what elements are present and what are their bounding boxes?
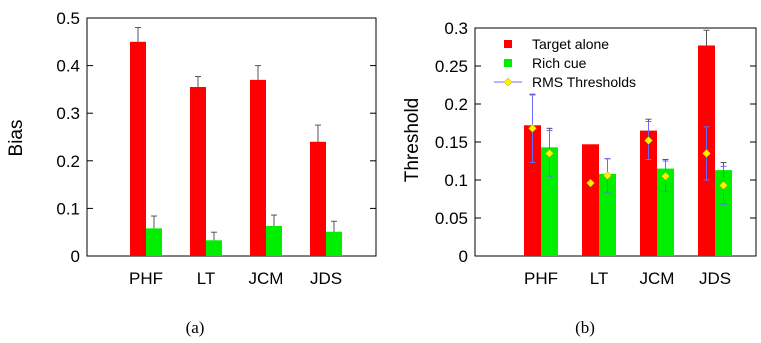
legend-swatch-0	[504, 40, 512, 48]
legend-swatch-1	[504, 59, 512, 67]
x-tick-label: JCM	[249, 269, 284, 288]
legend-label-rms: RMS Thresholds	[532, 74, 636, 90]
bar-series0-jcm	[250, 79, 266, 256]
x-tick-label: PHF	[524, 269, 558, 288]
legend-label-0: Target alone	[532, 36, 609, 52]
panel-b-threshold-chart: 0 0.05 0.1 0.15 0.2 0.25 0.3 Threshold PHF LT JCM J…	[402, 19, 757, 288]
bar-series0-jcm	[640, 130, 657, 256]
y-tick-label: 0	[459, 247, 468, 266]
bar-series0-lt	[190, 87, 206, 257]
bar-series1-phf	[146, 228, 162, 256]
bar-series1-lt	[206, 240, 222, 256]
bar-series0-jds	[310, 141, 326, 256]
rms-marker-lt	[586, 178, 595, 188]
legend-swatch-rms	[503, 77, 513, 87]
panel-a-caption: (a)	[186, 318, 205, 337]
y-tick-label: 0.3	[56, 104, 80, 123]
y-tick-label: 0.3	[444, 19, 468, 38]
bar-series1-phf	[541, 147, 558, 256]
bar-series1-jcm	[657, 168, 674, 256]
bar-series1-jds	[715, 170, 732, 256]
x-tick-label: JDS	[310, 269, 342, 288]
y-tick-label: 0.5	[56, 9, 80, 28]
y-tick-label: 0	[71, 247, 80, 266]
panel-b-caption: (b)	[575, 318, 595, 337]
bar-series1-lt	[599, 173, 616, 256]
rms-marker-jcm	[644, 136, 653, 145]
y-tick-label: 0.1	[56, 199, 80, 218]
panel-a-bias-chart: 0 0.1 0.2 0.3 0.4 0.5 Bias PHF LT JCM JDS	[6, 9, 377, 288]
y-axis-title: Bias	[6, 120, 27, 157]
bar-series1-jds	[326, 231, 342, 256]
bar-series0-phf	[524, 125, 541, 256]
bar-series0-lt	[582, 144, 599, 256]
x-tick-label: PHF	[129, 269, 163, 288]
y-axis-title: Threshold	[402, 98, 423, 183]
rms-marker-jds	[719, 180, 728, 190]
y-tick-label: 0.15	[435, 133, 468, 152]
rms-marker-phf	[528, 123, 537, 133]
y-tick-label: 0.1	[444, 171, 468, 190]
rms-marker-lt	[603, 171, 612, 180]
bar-series0-phf	[130, 41, 146, 256]
y-tick-label: 0.4	[56, 57, 80, 76]
rms-marker-jcm	[661, 171, 670, 181]
bar-series1-jcm	[266, 226, 282, 256]
y-tick-label: 0.25	[435, 57, 468, 76]
legend-label-1: Rich cue	[532, 55, 587, 71]
y-tick-label: 0.2	[444, 95, 468, 114]
x-tick-label: JDS	[699, 269, 731, 288]
x-tick-label: LT	[197, 269, 216, 288]
x-tick-label: LT	[590, 269, 609, 288]
rms-marker-phf	[545, 149, 554, 158]
rms-marker-jds	[702, 149, 711, 158]
y-tick-label: 0.05	[435, 209, 468, 228]
x-tick-label: JCM	[640, 269, 675, 288]
plot-frame	[86, 17, 377, 257]
y-tick-label: 0.2	[56, 152, 80, 171]
